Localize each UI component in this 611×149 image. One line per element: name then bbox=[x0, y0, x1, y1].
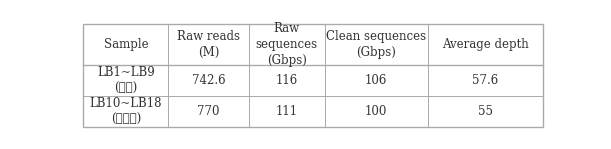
Text: Raw reads
(M): Raw reads (M) bbox=[177, 30, 240, 59]
Text: 116: 116 bbox=[276, 74, 298, 87]
Text: Average depth: Average depth bbox=[442, 38, 529, 51]
Text: Raw
sequences
(Gbps): Raw sequences (Gbps) bbox=[255, 22, 318, 67]
Text: LB1~LB9
(중미): LB1~LB9 (중미) bbox=[97, 66, 155, 95]
Text: 100: 100 bbox=[365, 105, 387, 118]
Bar bbox=[84, 24, 543, 127]
Text: Sample: Sample bbox=[104, 38, 148, 51]
Text: 106: 106 bbox=[365, 74, 387, 87]
Text: LB10~LB18
(에스미): LB10~LB18 (에스미) bbox=[90, 97, 162, 126]
Text: 111: 111 bbox=[276, 105, 298, 118]
Text: 57.6: 57.6 bbox=[472, 74, 499, 87]
Text: 770: 770 bbox=[197, 105, 220, 118]
Text: 742.6: 742.6 bbox=[192, 74, 225, 87]
Text: Clean sequences
(Gbps): Clean sequences (Gbps) bbox=[326, 30, 426, 59]
Text: 55: 55 bbox=[478, 105, 493, 118]
